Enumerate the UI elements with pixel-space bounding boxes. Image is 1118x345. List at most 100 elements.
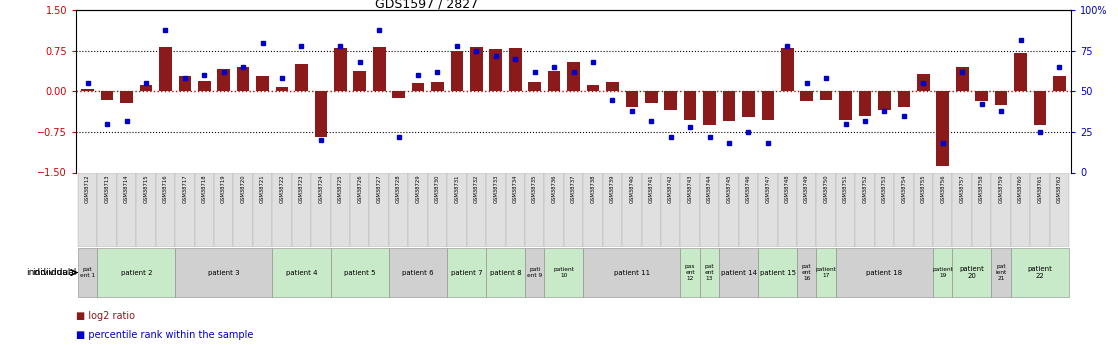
Bar — [934, 248, 953, 297]
Bar — [525, 248, 544, 297]
Bar — [369, 172, 389, 247]
Bar — [295, 65, 307, 91]
Bar — [761, 91, 774, 119]
Bar — [486, 248, 525, 297]
Text: patient 18: patient 18 — [866, 269, 902, 276]
Text: GSM38732: GSM38732 — [474, 175, 479, 203]
Bar — [816, 172, 836, 247]
Bar — [121, 91, 133, 103]
Text: GSM38735: GSM38735 — [532, 175, 537, 203]
Bar — [466, 172, 486, 247]
Bar — [470, 47, 483, 91]
Text: GSM38761: GSM38761 — [1038, 175, 1042, 203]
Text: patient
10: patient 10 — [553, 267, 575, 278]
Bar — [934, 172, 953, 247]
Bar — [797, 248, 816, 297]
Text: GSM38762: GSM38762 — [1057, 175, 1062, 203]
Bar — [1014, 52, 1026, 91]
Bar — [195, 172, 214, 247]
Bar — [314, 91, 328, 137]
Text: GSM38752: GSM38752 — [863, 175, 868, 203]
Bar — [995, 91, 1007, 105]
Bar — [778, 172, 797, 247]
Text: ■ percentile rank within the sample: ■ percentile rank within the sample — [76, 330, 254, 339]
Text: GSM38744: GSM38744 — [707, 175, 712, 203]
Bar — [563, 172, 584, 247]
Text: patient 2: patient 2 — [121, 269, 152, 276]
Bar — [486, 172, 505, 247]
Bar — [992, 248, 1011, 297]
Bar — [584, 172, 603, 247]
Bar — [898, 91, 910, 107]
Text: patient 7: patient 7 — [451, 269, 483, 276]
Text: GSM38731: GSM38731 — [454, 175, 459, 203]
Bar — [155, 172, 176, 247]
Bar — [840, 91, 852, 119]
Bar — [525, 172, 544, 247]
Text: GSM38719: GSM38719 — [221, 175, 226, 203]
Text: GSM38712: GSM38712 — [85, 175, 91, 203]
Bar — [859, 91, 871, 116]
Bar — [758, 248, 797, 297]
Bar — [917, 74, 930, 91]
Text: GSM38717: GSM38717 — [182, 175, 188, 203]
Bar — [136, 172, 155, 247]
Text: patient 15: patient 15 — [759, 269, 796, 276]
Bar — [956, 67, 968, 91]
Bar — [140, 85, 152, 91]
Bar — [389, 172, 408, 247]
Text: pas
ent
12: pas ent 12 — [685, 264, 695, 281]
Bar — [237, 67, 249, 91]
Bar — [97, 172, 117, 247]
Bar — [953, 172, 972, 247]
Bar — [894, 172, 913, 247]
Text: pat
ent
13: pat ent 13 — [704, 264, 714, 281]
Text: patient 4: patient 4 — [286, 269, 318, 276]
Bar — [584, 248, 681, 297]
Bar — [331, 248, 389, 297]
Bar — [350, 172, 369, 247]
Bar — [855, 172, 874, 247]
Text: patient 8: patient 8 — [490, 269, 521, 276]
Bar — [625, 91, 638, 107]
Text: patient
22: patient 22 — [1027, 266, 1052, 279]
Text: GSM38742: GSM38742 — [669, 175, 673, 203]
Bar — [256, 76, 269, 91]
Bar — [642, 172, 661, 247]
Text: patient 11: patient 11 — [614, 269, 650, 276]
Text: GSM38722: GSM38722 — [280, 175, 284, 203]
Text: GSM38713: GSM38713 — [105, 175, 110, 203]
Bar — [681, 248, 700, 297]
Bar — [389, 248, 447, 297]
Bar — [739, 172, 758, 247]
Bar — [392, 91, 405, 98]
Bar — [722, 91, 736, 121]
Bar — [217, 69, 230, 91]
Bar — [819, 91, 833, 99]
Bar — [82, 89, 94, 91]
Bar — [198, 81, 210, 91]
Text: patient
17: patient 17 — [816, 267, 836, 278]
Bar — [234, 172, 253, 247]
Bar — [408, 172, 428, 247]
Bar — [334, 48, 347, 91]
Bar — [684, 91, 697, 119]
Text: GSM38727: GSM38727 — [377, 175, 381, 203]
Text: GSM38724: GSM38724 — [319, 175, 323, 203]
Bar — [606, 82, 618, 91]
Bar — [781, 48, 794, 91]
Text: GSM38749: GSM38749 — [804, 175, 809, 203]
Bar — [353, 71, 366, 91]
Text: GSM38746: GSM38746 — [746, 175, 751, 203]
Text: GSM38718: GSM38718 — [201, 175, 207, 203]
Bar — [1030, 172, 1050, 247]
Bar — [159, 47, 172, 91]
Text: GSM38755: GSM38755 — [921, 175, 926, 203]
Bar — [544, 172, 563, 247]
Bar — [992, 172, 1011, 247]
Bar — [622, 172, 642, 247]
Text: GSM38737: GSM38737 — [571, 175, 576, 203]
Bar — [681, 172, 700, 247]
Bar — [1011, 248, 1069, 297]
Text: patient 5: patient 5 — [344, 269, 376, 276]
